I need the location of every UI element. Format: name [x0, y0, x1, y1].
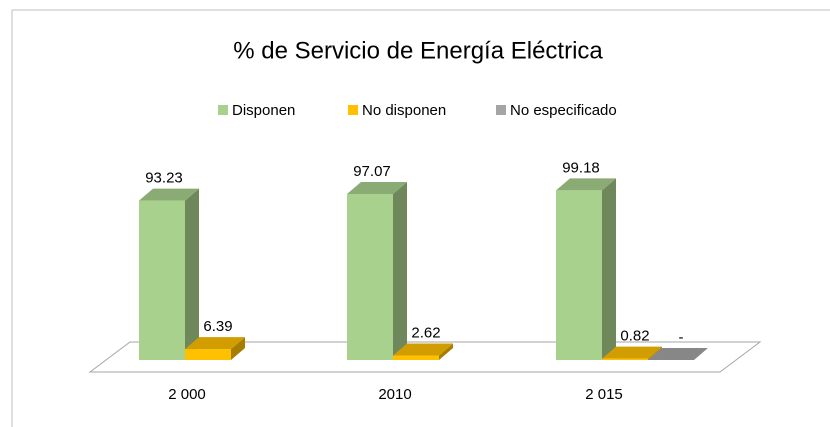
data-label: 93.23 — [145, 170, 183, 187]
bar-top — [648, 348, 708, 360]
bar — [185, 349, 231, 360]
bar-side — [393, 182, 407, 360]
bar — [139, 200, 185, 360]
bar — [347, 194, 393, 360]
bar-top — [139, 188, 199, 201]
bar — [393, 355, 439, 360]
data-label: 97.07 — [353, 163, 391, 180]
legend-swatch — [348, 105, 358, 115]
data-label: 0.82 — [620, 328, 649, 345]
bar-top — [393, 343, 453, 356]
data-label: - — [679, 329, 684, 346]
data-label: 6.39 — [203, 318, 232, 335]
data-label: 2.62 — [411, 324, 440, 341]
bar-side — [231, 337, 245, 360]
chart-title: % de Servicio de Energía Eléctrica — [233, 37, 603, 64]
bar-top — [556, 178, 616, 191]
legend-swatch — [218, 105, 228, 115]
legend-label: Disponen — [232, 102, 295, 119]
x-tick-label: 2 000 — [168, 386, 206, 403]
bar-side — [648, 346, 662, 360]
bar-top — [602, 346, 662, 359]
legend-swatch — [496, 105, 506, 115]
data-label: 99.18 — [562, 159, 600, 176]
x-tick-label: 2 015 — [585, 386, 623, 403]
bar-top — [347, 182, 407, 195]
bar-side — [439, 343, 453, 360]
bar — [602, 358, 648, 360]
bar-top — [185, 337, 245, 350]
legend-label: No especificado — [510, 102, 617, 119]
bar-side — [602, 178, 616, 360]
legend-label: No disponen — [362, 102, 446, 119]
bar — [556, 190, 602, 360]
x-tick-label: 2010 — [378, 386, 411, 403]
bar-side — [185, 188, 199, 360]
